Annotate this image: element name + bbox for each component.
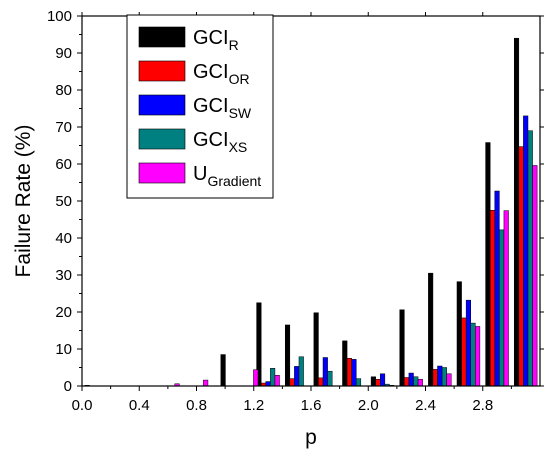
x-tick-label: 2.8 xyxy=(472,397,493,414)
legend-swatch xyxy=(138,94,186,116)
legend-label-subscript: SW xyxy=(229,105,252,121)
bar-gci-sw xyxy=(351,359,357,387)
bar-gci-or xyxy=(375,379,381,387)
bar-gci-sw xyxy=(380,373,386,387)
bar-gci-or xyxy=(518,146,524,387)
x-tick-label: 0.0 xyxy=(72,397,93,414)
x-tick-label: 0.4 xyxy=(129,397,150,414)
bar-gci-or xyxy=(432,369,438,387)
y-tick-label: 20 xyxy=(55,304,72,321)
bar-gci-r xyxy=(485,142,491,387)
bar-gci-or xyxy=(489,210,496,387)
legend-label: GCIR xyxy=(193,27,239,53)
legend-label-main: GCI xyxy=(193,27,229,49)
y-tick-label: 70 xyxy=(55,119,72,136)
x-tick-label: 0.8 xyxy=(186,397,207,414)
y-tick-label: 10 xyxy=(55,341,72,358)
y-axis-title: Failure Rate (%) xyxy=(12,125,35,278)
bar-gci-r xyxy=(399,309,405,387)
x-tick-label: 2.0 xyxy=(358,397,379,414)
bar-gci-sw xyxy=(294,366,300,387)
bar-u-gradient xyxy=(274,375,280,387)
bar-u-gradient xyxy=(417,379,423,387)
x-tick-label: 1.2 xyxy=(243,397,264,414)
bar-gci-xs xyxy=(270,367,276,387)
bar-gci-r xyxy=(513,37,520,387)
bar-gci-or xyxy=(318,377,324,387)
bar-gci-r xyxy=(220,354,226,387)
x-tick-label: 1.6 xyxy=(301,397,322,414)
bar-gci-sw xyxy=(322,357,328,387)
legend-label-main: GCI xyxy=(193,61,229,83)
legend-label-subscript: XS xyxy=(229,139,248,155)
bar-gci-xs xyxy=(413,376,419,387)
bar-gci-r xyxy=(313,312,319,387)
y-tick-label: 0 xyxy=(64,378,72,395)
legend-swatch xyxy=(138,162,186,184)
legend-label: GCIOR xyxy=(193,61,250,87)
y-tick-label: 80 xyxy=(55,82,72,99)
bar-gci-sw xyxy=(494,190,500,387)
y-tick-label: 50 xyxy=(55,193,72,210)
bar-u-gradient xyxy=(446,373,452,387)
legend-label: GCIXS xyxy=(193,129,247,155)
legend-label-main: GCI xyxy=(193,95,229,117)
y-tick-label: 40 xyxy=(55,230,72,247)
bar-u-gradient xyxy=(475,326,481,387)
bar-gci-xs xyxy=(327,370,333,387)
bar-gci-or xyxy=(289,378,295,387)
bar-gci-xs xyxy=(499,229,505,387)
x-tick-label: 2.4 xyxy=(415,397,436,414)
bar-gci-xs xyxy=(298,356,304,387)
legend-label-subscript: OR xyxy=(229,71,250,87)
bar-u-gradient xyxy=(503,210,509,387)
bar-gci-or xyxy=(461,317,467,387)
bar-gci-r xyxy=(428,272,434,387)
bar-gci-sw xyxy=(523,115,529,387)
y-tick-label: 90 xyxy=(55,45,72,62)
y-tick-label: 100 xyxy=(47,8,72,25)
bars-layer xyxy=(84,37,538,387)
legend-label-subscript: R xyxy=(229,37,239,53)
bar-u-gradient xyxy=(203,379,209,387)
bar-u-gradient xyxy=(253,369,259,387)
bar-gci-xs xyxy=(355,378,362,387)
bar-gci-or xyxy=(346,358,352,387)
y-tick-label: 30 xyxy=(55,267,72,284)
bar-gci-r xyxy=(284,324,291,387)
bar-gci-xs xyxy=(527,130,533,387)
bar-gci-xs xyxy=(441,367,447,387)
legend-swatch xyxy=(138,128,186,150)
bar-gci-or xyxy=(404,377,410,387)
y-tick-label: 60 xyxy=(55,156,72,173)
legend-swatch xyxy=(138,26,186,48)
bar-gci-r xyxy=(342,340,348,387)
x-axis-title: p xyxy=(305,426,317,449)
legend-label: GCISW xyxy=(193,95,252,121)
bar-gci-sw xyxy=(408,372,414,387)
legend-label: UGradient xyxy=(193,163,261,189)
legend-label-main: GCI xyxy=(193,129,229,151)
legend-label-main: U xyxy=(193,163,207,185)
legend-label-subscript: Gradient xyxy=(207,173,261,189)
bar-gci-r xyxy=(370,376,376,387)
axes-layer: 0 10 20 30 40 50 60 70 80 90 100 0.0 0.4 0.8 1.2 1.6 2.0… xyxy=(47,8,544,414)
bar-gci-sw xyxy=(465,299,471,387)
bar-gci-sw xyxy=(437,365,443,387)
bar-gci-xs xyxy=(470,322,476,387)
bar-gci-r xyxy=(456,281,462,387)
legend-swatch xyxy=(138,60,186,82)
bar-u-gradient xyxy=(532,165,538,387)
bar-gci-sw xyxy=(265,381,271,387)
